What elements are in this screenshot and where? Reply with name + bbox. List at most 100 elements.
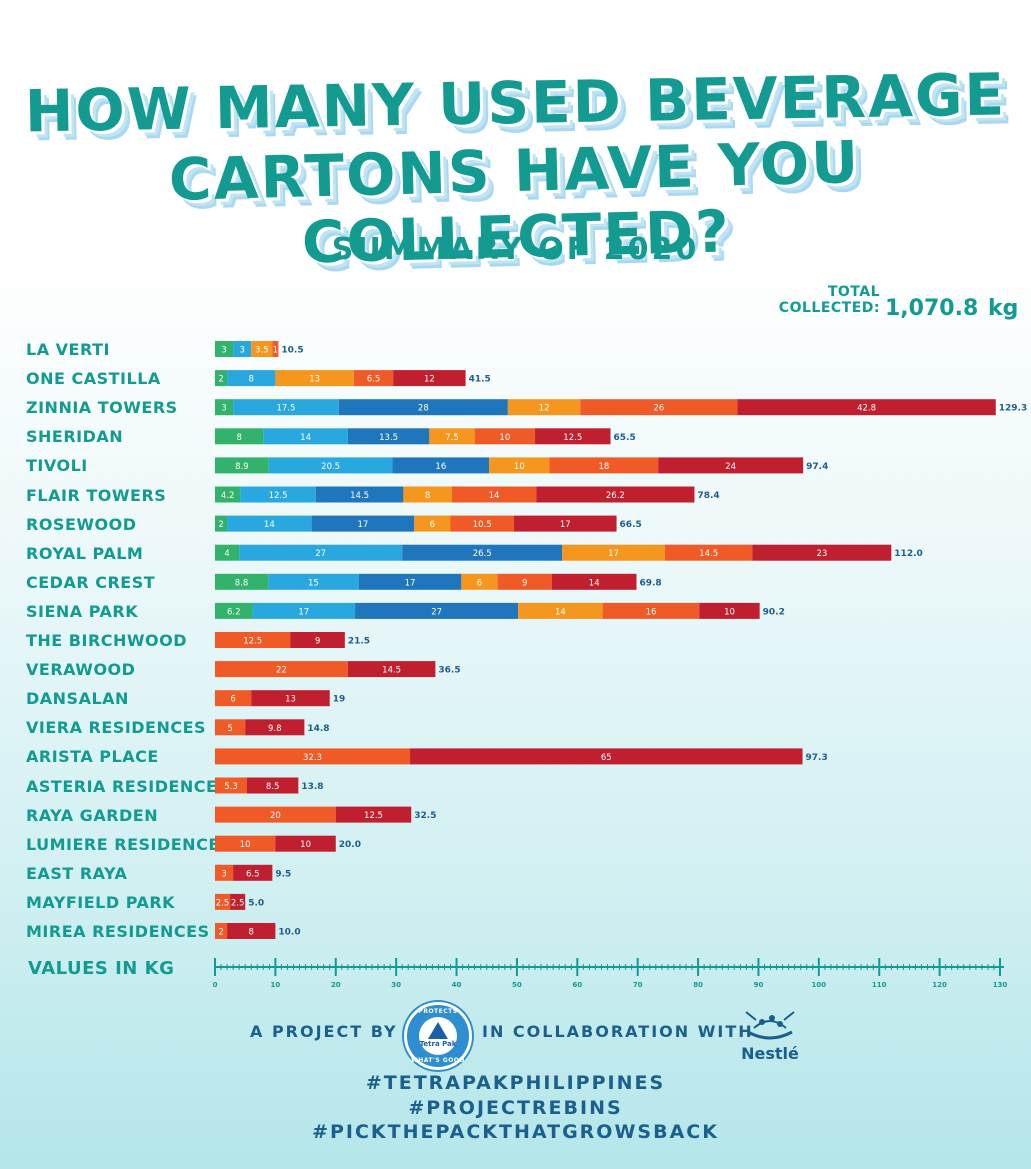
segment-value-label: 14.5 — [699, 549, 718, 559]
row-total-label: 65.5 — [614, 433, 636, 443]
segment-value-label: 8.8 — [235, 578, 249, 588]
segment-value-label: 26 — [653, 404, 664, 414]
row-total-label: 14.8 — [307, 724, 329, 734]
row-total-label: 129.3 — [999, 404, 1027, 414]
bar-segment — [215, 602, 253, 619]
row-total-label: 19 — [333, 695, 346, 705]
segment-value-label: 3 — [221, 869, 226, 879]
bar-segment — [461, 573, 498, 590]
x-tick-label: 90 — [754, 981, 764, 989]
segment-value-label: 10 — [499, 433, 510, 443]
segment-value-label: 2 — [218, 928, 223, 938]
category-label: CEDAR CREST — [26, 572, 156, 592]
category-label: FLAIR TOWERS — [26, 485, 167, 505]
bar-segment — [215, 777, 248, 794]
segment-value-label: 4 — [224, 549, 229, 559]
bar-segment — [215, 748, 411, 765]
total-label-line-1: TOTAL — [827, 284, 880, 300]
category-label: RAYA GARDEN — [26, 805, 159, 825]
bar-segment — [474, 428, 536, 445]
bar-segment — [215, 893, 231, 910]
tetrapak-logo: Tetra Pak — [419, 1017, 457, 1055]
segment-value-label: 8 — [249, 928, 254, 938]
x-tick-label: 50 — [512, 981, 522, 989]
category-label: SHERIDAN — [26, 427, 124, 447]
x-tick-label: 80 — [693, 981, 703, 989]
segment-value-label: 18 — [598, 462, 609, 472]
segment-value-label: 28 — [418, 404, 429, 414]
x-tick-label: 20 — [331, 981, 341, 989]
segment-value-label: 14 — [589, 578, 600, 588]
bar-segment — [513, 515, 617, 532]
bar-segment — [290, 632, 345, 648]
tetrapak-brand: Tetra Pak — [419, 1040, 457, 1048]
segment-value-label: 13.5 — [379, 433, 398, 443]
bar-segment — [347, 661, 436, 678]
segment-value-label: 17 — [405, 578, 416, 588]
category-label: ARISTA PLACE — [26, 747, 159, 767]
x-tick-label: 0 — [213, 981, 218, 989]
x-tick-label: 120 — [932, 981, 947, 989]
badge-top-text: PROTECTS — [418, 1008, 458, 1015]
bar-segment — [268, 573, 359, 590]
bar-segment — [272, 341, 279, 357]
bar-segment — [737, 399, 996, 416]
category-label: SIENA PARK — [26, 601, 139, 621]
x-tick-label: 10 — [271, 981, 281, 989]
row-total-label: 10.5 — [281, 346, 303, 356]
segment-value-label: 6 — [230, 695, 235, 705]
segment-value-label: 12.5 — [269, 491, 288, 501]
total-label: TOTAL COLLECTED: — [770, 284, 880, 316]
segment-value-label: 12.5 — [364, 811, 383, 821]
segment-value-label: 13 — [285, 695, 296, 705]
bar-segment — [240, 486, 316, 503]
bar-segment — [535, 428, 611, 445]
row-total-label: 21.5 — [348, 637, 370, 647]
segment-value-label: 6.5 — [367, 375, 381, 385]
bar-segment — [215, 690, 252, 707]
category-label: ROYAL PALM — [26, 543, 144, 563]
row-total-label: 97.3 — [806, 753, 828, 763]
category-label: ASTERIA RESIDENCES — [26, 776, 230, 796]
category-label: LA VERTI — [26, 340, 110, 359]
segment-value-label: 4.2 — [221, 491, 235, 501]
segment-value-label: 10 — [514, 462, 525, 472]
bar-segment — [215, 573, 269, 590]
segment-value-label: 10 — [240, 840, 251, 850]
segment-value-label: 12 — [424, 375, 435, 385]
segment-value-label: 15 — [308, 578, 319, 588]
bar-segment — [233, 399, 339, 416]
bar-segment — [215, 661, 348, 678]
segment-value-label: 10 — [724, 607, 735, 617]
category-label: DANSALAN — [26, 689, 129, 709]
bar-segment — [551, 573, 637, 590]
segment-value-label: 14 — [489, 491, 500, 501]
bar-segment — [315, 486, 404, 503]
segment-value-label: 14 — [300, 433, 311, 443]
category-label: ROSEWOOD — [26, 514, 137, 534]
segment-value-label: 6 — [477, 578, 482, 588]
nestle-nest-icon — [745, 1011, 795, 1040]
segment-value-label: 17 — [298, 607, 309, 617]
segment-value-label: 8 — [249, 375, 254, 385]
bar-segment — [215, 835, 276, 852]
bar-segment — [247, 777, 299, 794]
collaboration-text: IN COLLABORATION WITH — [482, 1022, 754, 1041]
bar-segment — [215, 632, 291, 648]
bar-segment — [227, 515, 312, 532]
bar-segment — [215, 719, 246, 736]
category-label: VERAWOOD — [26, 660, 136, 680]
bar-segment — [402, 544, 563, 561]
segment-value-label: 12.5 — [563, 433, 582, 443]
project-by-text: A PROJECT BY — [250, 1022, 398, 1041]
bar-segment — [215, 515, 228, 532]
category-label: MIREA RESIDENCES — [26, 922, 210, 941]
segment-value-label: 3 — [239, 346, 244, 356]
segment-value-label: 2 — [218, 375, 223, 385]
bar-segment — [215, 806, 336, 823]
segment-value-label: 9 — [315, 637, 320, 647]
nestle-wordmark: Nestlé — [741, 1044, 799, 1063]
stacked-bar-chart: 3 3 3.5 1 10.52 8 13 6.5 12 41.53 17.5 28 12 26 42.8 12… — [213, 341, 1027, 989]
segment-value-label: 22 — [276, 666, 287, 676]
segment-value-label: 26.5 — [473, 549, 492, 559]
